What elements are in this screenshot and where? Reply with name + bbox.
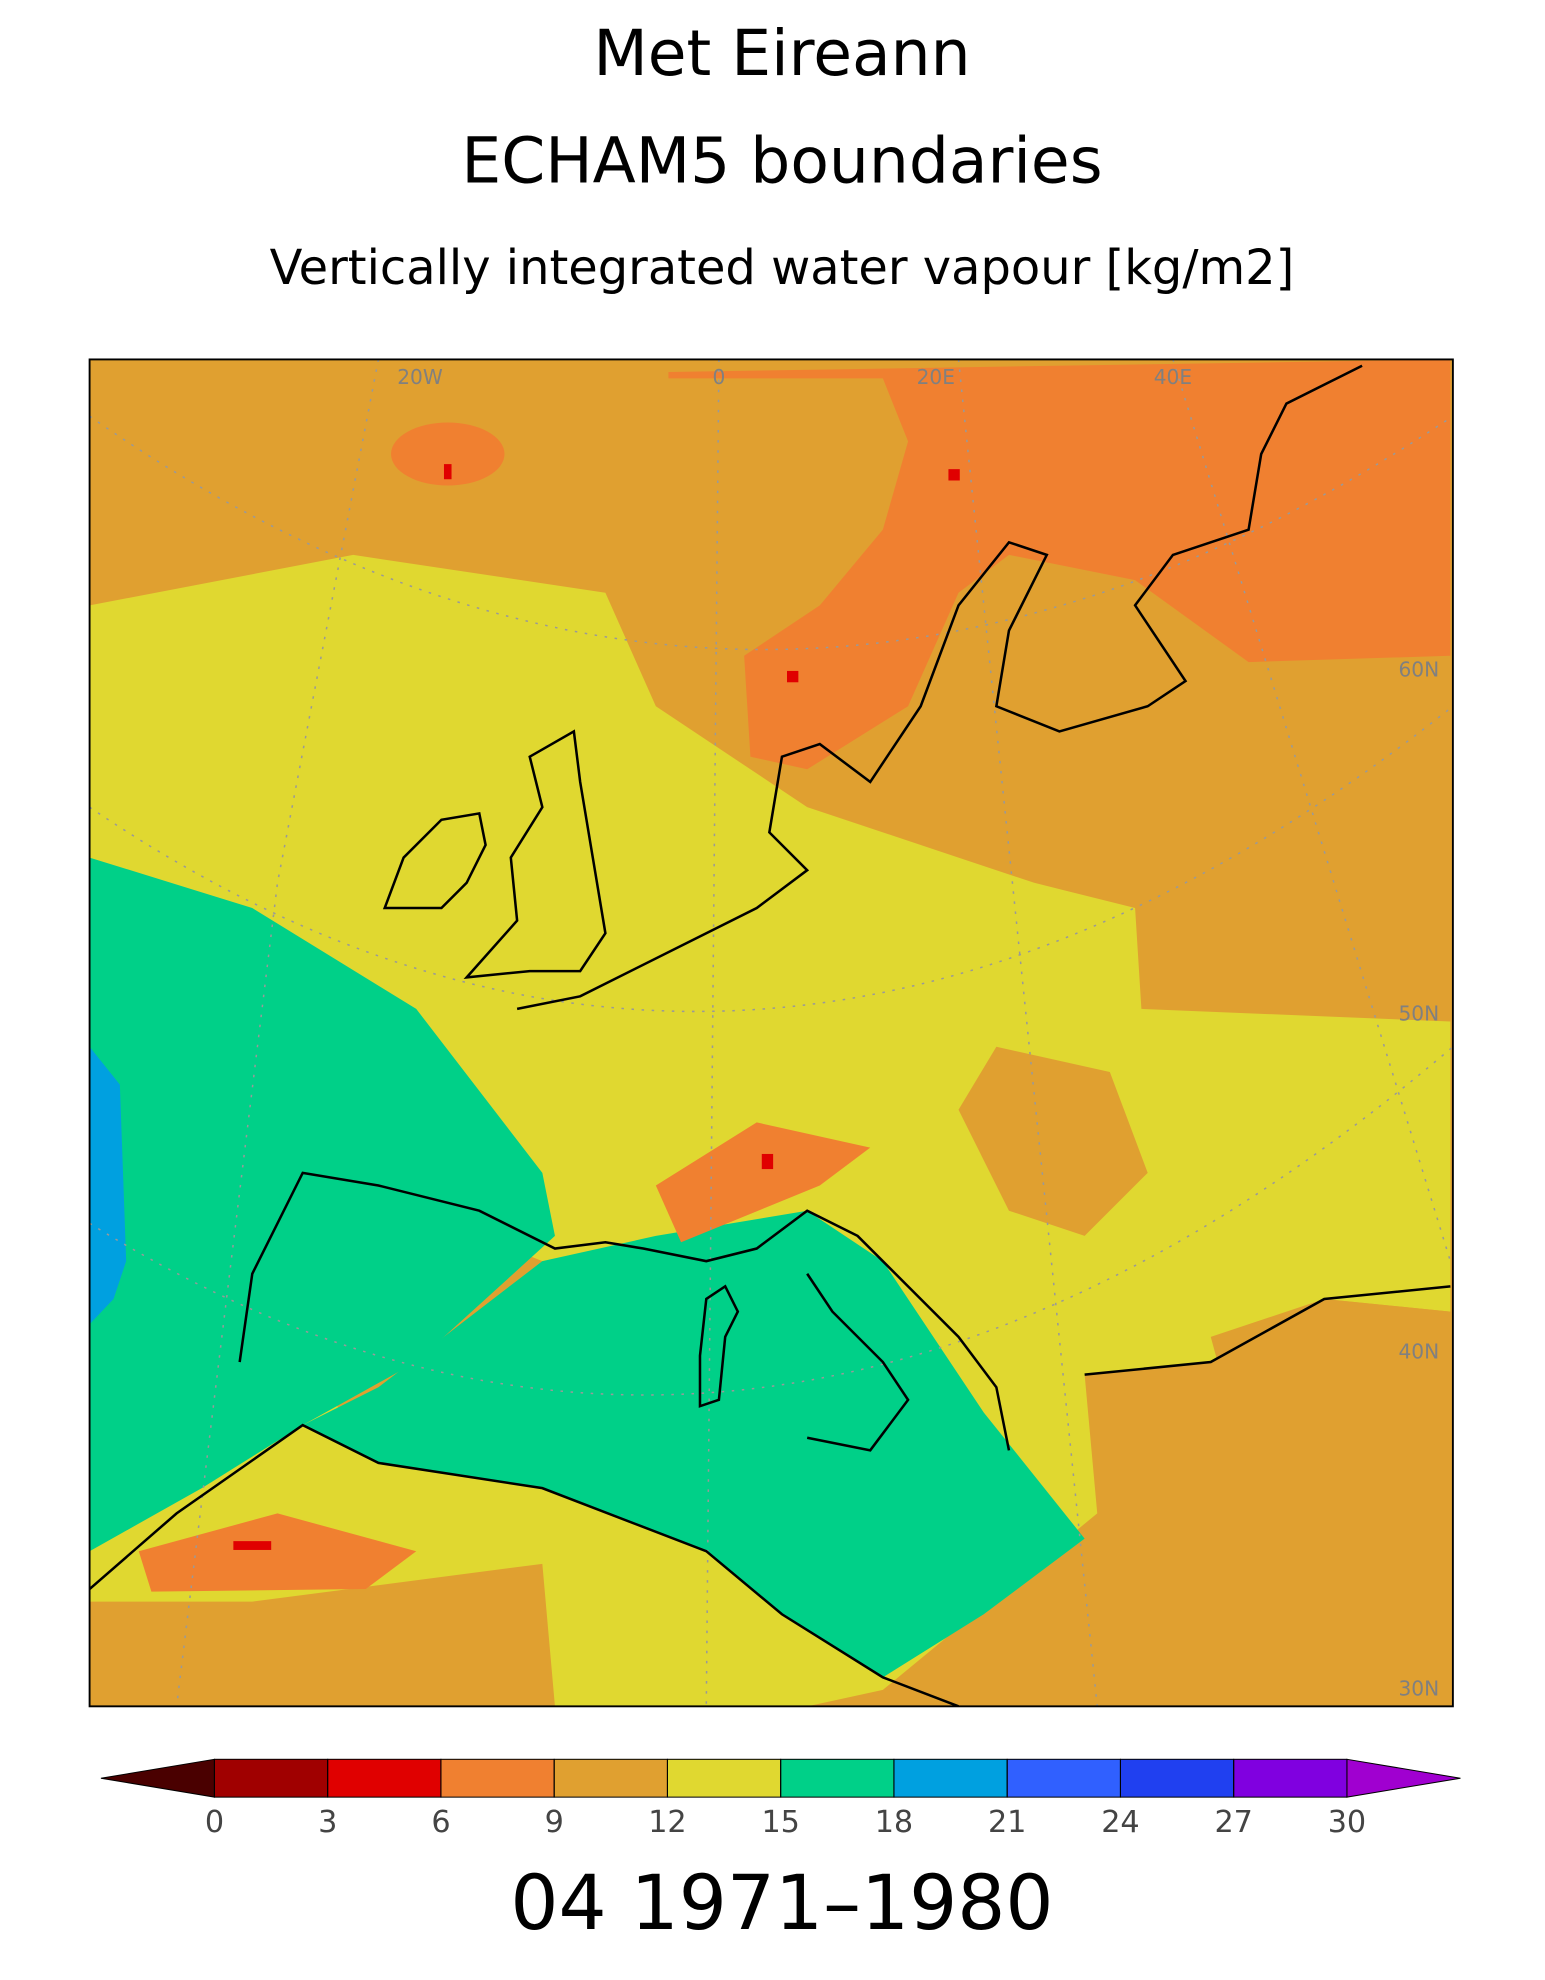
map-frame (88, 358, 1454, 1708)
colorbar-tick-label: 9 (545, 1805, 564, 1840)
colorbar: 0 3 6 9 12 15 18 21 24 27 30 (100, 1758, 1461, 1840)
colorbar-tick-label: 30 (1328, 1805, 1367, 1840)
colorbar-segment (1119, 1758, 1235, 1798)
colorbar-under (100, 1758, 215, 1798)
colorbar-segment (666, 1758, 782, 1798)
graticule-label: 0 (712, 365, 725, 389)
colorbar-segment (1006, 1758, 1121, 1798)
graticule-label: 20E (917, 365, 955, 389)
footer: 04 1971–1980 (510, 1859, 1053, 1947)
graticule-label: 40N (1398, 1340, 1439, 1364)
graticule-label: 50N (1398, 1002, 1439, 1026)
colorbar-segment (780, 1758, 895, 1798)
colorbar-tick-label: 12 (648, 1805, 687, 1840)
colorbar-segment (893, 1758, 1008, 1798)
colorbar-segment (553, 1758, 668, 1798)
colorbar-segment (327, 1758, 442, 1798)
colorbar-over (1346, 1758, 1461, 1798)
colorbar-tick-label: 21 (988, 1805, 1026, 1840)
colorbar-tick-label: 24 (1101, 1805, 1140, 1840)
colorbar-segment (1233, 1758, 1348, 1798)
graticule-label: 60N (1398, 657, 1439, 681)
colorbar-tick-label: 18 (875, 1805, 914, 1840)
graticule-labels: 20W 0 20E 40E 60N 50N 40N 30N (397, 365, 1439, 1701)
colorbar-tick-label: 27 (1214, 1805, 1253, 1840)
graticule-label: 20W (397, 365, 443, 389)
colorbar-tick-label: 0 (205, 1805, 224, 1840)
title: Met Eireann (593, 16, 970, 90)
variable: Vertically integrated water vapour [kg/m… (270, 241, 1295, 296)
colorbar-tick-label: 15 (761, 1805, 800, 1840)
colorbar-segment (440, 1758, 555, 1798)
subtitle: ECHAM5 boundaries (461, 123, 1102, 197)
colorbar-tick-label: 3 (318, 1805, 337, 1840)
colorbar-segment (213, 1758, 329, 1798)
map-field (89, 359, 1453, 1707)
graticule-label: 30N (1398, 1676, 1439, 1700)
colorbar-tick-label: 6 (431, 1805, 450, 1840)
graticule-label: 40E (1154, 365, 1192, 389)
